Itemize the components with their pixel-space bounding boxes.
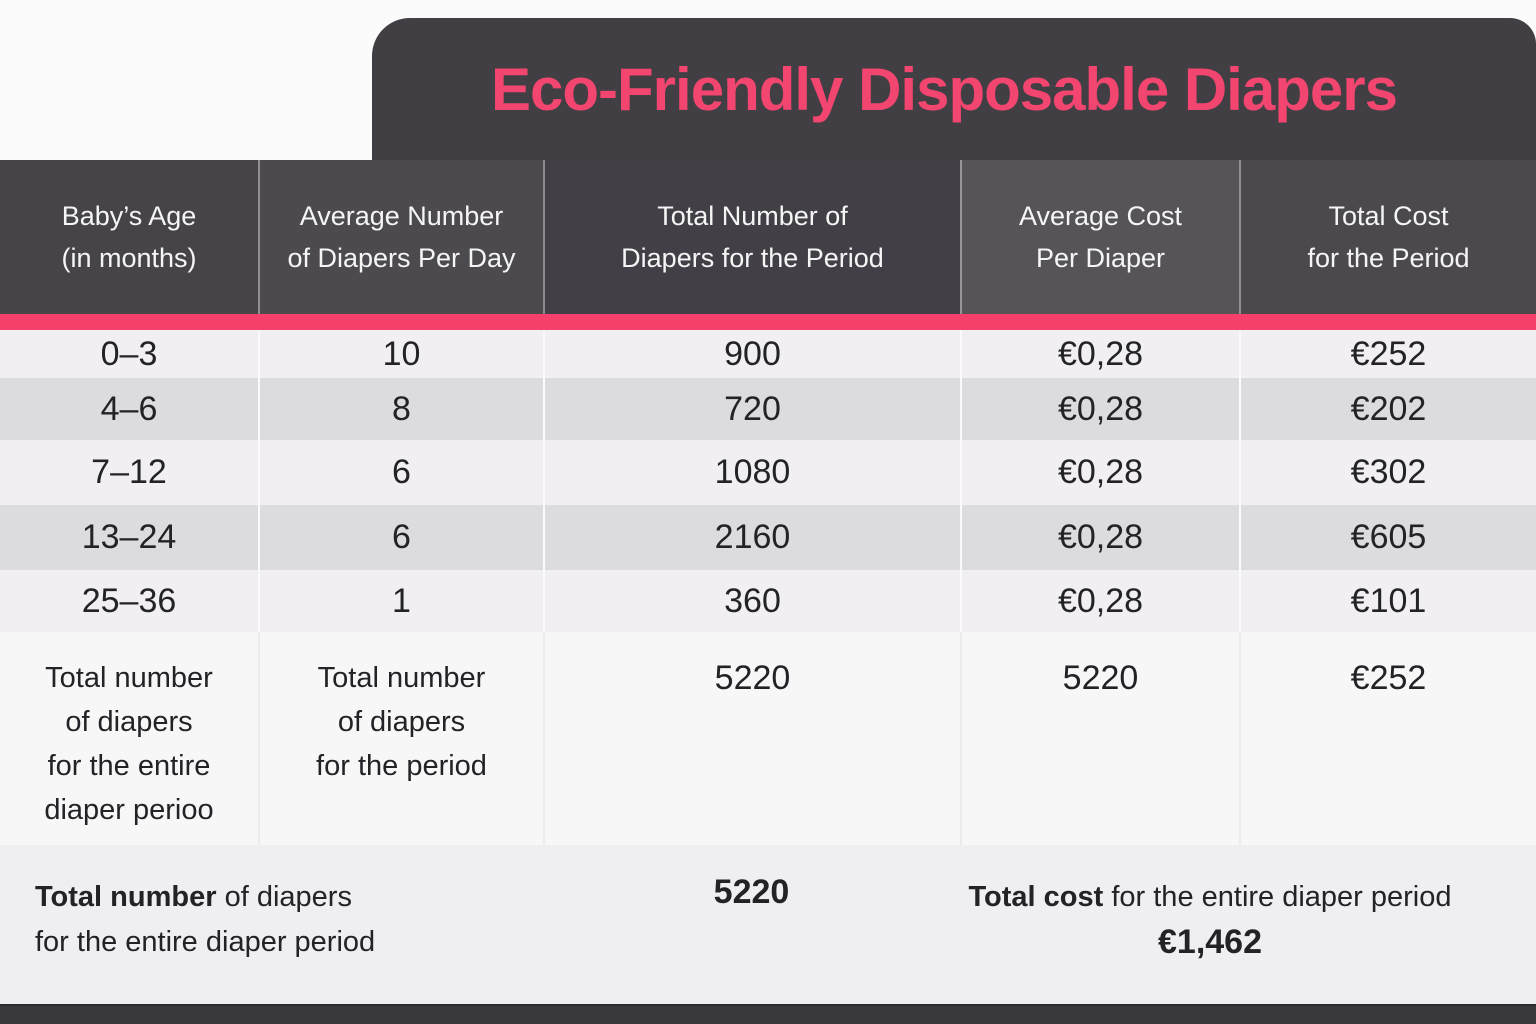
totals-total-cost: €252: [1239, 632, 1536, 845]
totals-label-line: diaper perioo: [44, 794, 214, 826]
accent-divider: [0, 314, 1536, 330]
header-line: Average Cost: [1018, 201, 1183, 231]
cell-cost: €0,28: [960, 570, 1239, 632]
cell-per-day: 1: [258, 570, 543, 632]
footer-total-diapers-value: 5220: [713, 873, 790, 911]
totals-label-entire-period: Total number of diapers for the entire d…: [0, 632, 258, 845]
cell-age: 25–36: [81, 581, 177, 620]
table-row: 13–24 6 2160 €0,28 €605: [0, 505, 1536, 570]
cell-cost: €0,28: [960, 378, 1239, 440]
header-total-number: Total Number of Diapers for the Period: [543, 160, 960, 314]
totals-label-line: of diapers: [65, 706, 193, 738]
totals-total-diapers: 5220: [543, 632, 960, 845]
cell-total-cost: €101: [1239, 570, 1536, 632]
cell-total-cost: €202: [1239, 378, 1536, 440]
table-row: 4–6 8 720 €0,28 €202: [0, 378, 1536, 440]
footer-total-cost-value: €1,462: [1158, 923, 1262, 961]
table-row: 7–12 6 1080 €0,28 €302: [0, 440, 1536, 505]
totals-label-line: of diapers: [337, 706, 466, 738]
totals-label-line: Total number: [317, 662, 486, 694]
header-line: Diapers for the Period: [621, 243, 884, 273]
page-title: Eco-Friendly Disposable Diapers: [491, 55, 1398, 123]
totals-row: Total number of diapers for the entire d…: [0, 632, 1536, 845]
header-total-cost: Total Cost for the Period: [1239, 160, 1536, 314]
footer-label-line2: for the entire diaper period: [35, 926, 376, 958]
totals-label-line: for the period: [316, 750, 487, 782]
cell-age: 13–24: [81, 518, 177, 556]
footer-cost-regular: for the entire diaper period: [1103, 881, 1452, 913]
cell-per-day: 6: [258, 505, 543, 570]
totals-label-period: Total number of diapers for the period: [258, 632, 543, 845]
table-row: 25–36 1 360 €0,28 €101: [0, 570, 1536, 632]
cell-total-cost: €252: [1239, 330, 1536, 378]
cell-per-day: 8: [258, 378, 543, 440]
footer-total-cost: Total cost for the entire diaper period …: [960, 845, 1536, 1004]
header-avg-number: Average Number of Diapers Per Day: [258, 160, 543, 314]
header-babys-age: Baby’s Age (in months): [0, 160, 258, 314]
header-line: (in months): [61, 243, 197, 273]
footer-total-diapers-label: Total number of diapers for the entire d…: [0, 845, 543, 1004]
header-line: Average Number: [299, 201, 504, 231]
cell-per-day: 6: [258, 440, 543, 505]
table-header: Baby’s Age (in months) Average Number of…: [0, 160, 1536, 314]
footer-cost-bold: Total cost: [968, 881, 1104, 913]
header-line: Total Number of: [657, 201, 848, 231]
totals-label-line: Total number: [45, 662, 213, 694]
cell-total: 360: [543, 570, 960, 632]
cell-age: 0–3: [100, 334, 158, 373]
totals-avg-cost-column: 5220: [960, 632, 1239, 845]
cell-age: 7–12: [91, 453, 167, 491]
footer-label-regular: of diapers: [216, 881, 352, 913]
title-strip: Eco-Friendly Disposable Diapers: [0, 0, 1536, 160]
totals-label-line: for the entire: [47, 750, 211, 782]
header-line: Total Cost: [1328, 201, 1449, 231]
footer-label-bold: Total number: [35, 881, 217, 913]
header-line: of Diapers Per Day: [287, 243, 516, 273]
cell-cost: €0,28: [960, 505, 1239, 570]
cell-age: 4–6: [100, 389, 158, 428]
cell-total: 2160: [543, 505, 960, 570]
cell-per-day: 10: [258, 330, 543, 378]
title-panel: Eco-Friendly Disposable Diapers: [372, 18, 1536, 160]
cell-total-cost: €302: [1239, 440, 1536, 505]
header-line: Per Diaper: [1035, 243, 1166, 273]
cell-cost: €0,28: [960, 330, 1239, 378]
cell-total: 1080: [543, 440, 960, 505]
cell-cost: €0,28: [960, 440, 1239, 505]
header-avg-cost: Average Cost Per Diaper: [960, 160, 1239, 314]
header-line: Baby’s Age: [61, 201, 197, 231]
bottom-bar: [0, 1004, 1536, 1024]
table-row: 0–3 10 900 €0,28 €252: [0, 330, 1536, 378]
summary-footer: Total number of diapers for the entire d…: [0, 845, 1536, 1004]
header-line: for the Period: [1307, 243, 1470, 273]
cell-total-cost: €605: [1239, 505, 1536, 570]
cell-total: 720: [543, 378, 960, 440]
cell-total: 900: [543, 330, 960, 378]
